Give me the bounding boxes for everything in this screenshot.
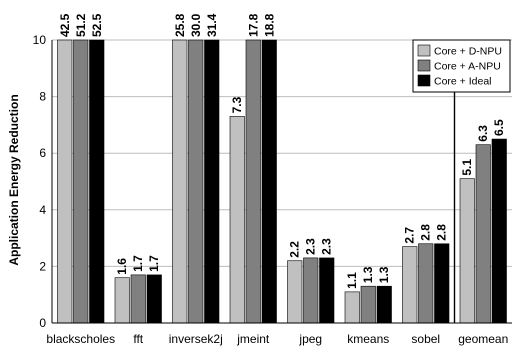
data-label: 1.7 [147, 255, 161, 272]
bar [303, 257, 319, 324]
bar [146, 274, 162, 324]
x-tick-label: inversek2j [169, 332, 223, 346]
y-tick-label: 4 [39, 203, 46, 217]
x-tick-label: blackscholes [46, 332, 115, 346]
data-labels: 42.5 51.2 52.51.6 1.7 1.725.8 30.0 31.47.317.8… [58, 13, 507, 289]
data-label: 1.3 [377, 266, 391, 283]
bar [475, 144, 491, 324]
bars [57, 39, 507, 324]
legend-label: Core + D-NPU [434, 46, 502, 58]
data-label: 7.3 [230, 96, 244, 113]
bar [57, 39, 73, 324]
legend-swatch [417, 44, 431, 57]
data-label: 6.3 [476, 125, 490, 142]
bar [204, 39, 220, 324]
bar [360, 285, 376, 324]
bar [73, 39, 89, 324]
data-label: 17.8 [246, 13, 260, 37]
bar [434, 243, 450, 324]
data-label: 2.7 [403, 227, 417, 244]
x-tick-label: kmeans [347, 332, 389, 346]
bar [261, 39, 277, 324]
legend-label: Core + Ideal [434, 76, 492, 88]
y-tick-label: 2 [39, 259, 46, 273]
y-tick-label: 6 [39, 146, 46, 160]
y-tick-label: 10 [33, 33, 47, 47]
data-label: 31.4 [205, 13, 219, 37]
data-label: 2.8 [435, 224, 449, 241]
data-label: 52.5 [90, 13, 104, 37]
bar [418, 243, 434, 324]
data-label: 2.3 [304, 238, 318, 255]
legend: Core + D-NPU Core + A-NPU Core + Ideal [412, 39, 511, 93]
bar [245, 39, 261, 324]
axes: 0 2 4 6 8 10 blackscholes fft inversek2j jmeint jp… [33, 33, 512, 346]
data-label: 25.8 [173, 13, 187, 37]
x-tick-label: sobel [411, 332, 440, 346]
bar [229, 116, 245, 324]
bar [172, 39, 188, 324]
data-label: 18.8 [262, 13, 276, 37]
bar [130, 274, 146, 324]
y-tick-label: 8 [39, 90, 46, 104]
y-axis-label: Application Energy Reduction [7, 94, 21, 265]
data-label: 2.3 [320, 238, 334, 255]
data-label: 2.2 [288, 241, 302, 258]
bar [319, 257, 335, 324]
data-label: 51.2 [74, 13, 88, 37]
x-tick-label: fft [133, 332, 143, 346]
bar [459, 178, 475, 324]
bar [344, 291, 360, 324]
bar [89, 39, 105, 324]
bar [114, 277, 130, 324]
legend-swatch [417, 59, 431, 72]
x-tick-label: jmeint [236, 332, 270, 346]
data-label: 1.3 [361, 266, 375, 283]
legend-swatch [417, 74, 431, 87]
data-label: 30.0 [189, 13, 203, 37]
x-tick-label: geomean [458, 332, 508, 346]
data-label: 1.7 [131, 255, 145, 272]
x-tick-label: jpeg [298, 332, 322, 346]
data-label: 42.5 [58, 13, 72, 37]
bar [188, 39, 204, 324]
data-label: 5.1 [460, 159, 474, 176]
data-label: 6.5 [492, 119, 506, 136]
bar [402, 246, 418, 324]
bar [287, 260, 303, 324]
bar [376, 285, 392, 324]
bar [491, 138, 507, 324]
legend-label: Core + A-NPU [434, 61, 501, 73]
y-tick-label: 0 [39, 316, 46, 330]
data-label: 1.1 [345, 272, 359, 289]
data-label: 2.8 [419, 224, 433, 241]
data-label: 1.6 [115, 258, 129, 275]
